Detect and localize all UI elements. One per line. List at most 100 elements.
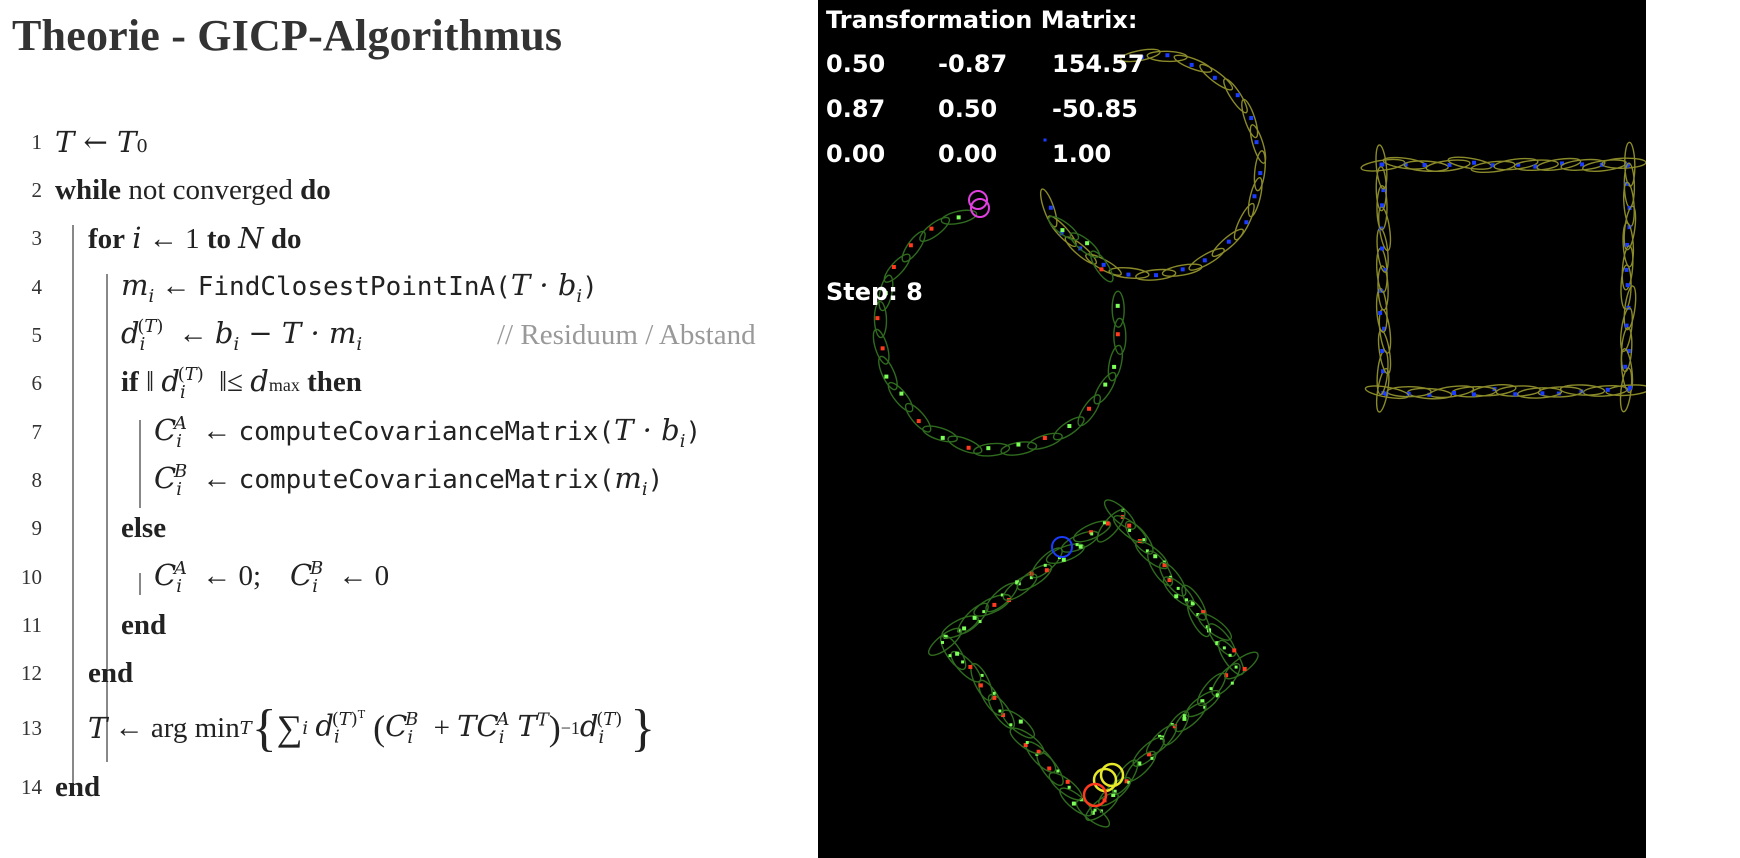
reference-point [1471, 392, 1476, 397]
source-point [1201, 610, 1206, 615]
matrix-cell: 0.00 [938, 140, 998, 168]
point-cloud-canvas [872, 48, 1646, 828]
source-point [875, 316, 880, 321]
covariance-ellipse [1111, 290, 1125, 328]
keyword-then: then [307, 365, 362, 398]
source-point [943, 634, 948, 639]
highlight-ring [968, 190, 988, 210]
source-point [1158, 734, 1162, 738]
covariance-ellipse [1217, 639, 1245, 676]
source-point [916, 419, 921, 424]
covariance-ellipse [1075, 799, 1111, 828]
covariance-ellipse [904, 402, 932, 433]
covariance-ellipse [901, 230, 926, 263]
source-point [1174, 594, 1179, 599]
reference-point [1624, 267, 1629, 272]
covariance-ellipse [887, 381, 914, 413]
source-point [1147, 752, 1152, 757]
line-number: 11 [21, 612, 42, 637]
source-point [1234, 665, 1238, 669]
reference-point [1378, 311, 1383, 316]
covariance-ellipse [1620, 348, 1634, 394]
source-point [1142, 538, 1146, 542]
covariance-ellipse [1045, 543, 1085, 565]
source-point [1112, 364, 1117, 369]
keyword-to: to [206, 222, 231, 255]
source-point [1153, 554, 1158, 559]
covariance-ellipse [1059, 787, 1093, 817]
matrix-cell: 0.87 [826, 95, 886, 123]
source-point [908, 243, 913, 248]
covariance-ellipse [1108, 266, 1150, 279]
algo-line-12: 12 end [0, 649, 820, 697]
reference-point [1605, 387, 1610, 392]
covariance-ellipse [1173, 54, 1213, 73]
covariance-ellipse [1253, 150, 1266, 192]
line-number: 1 [31, 129, 43, 154]
reference-point [1154, 273, 1159, 278]
source-point [1162, 563, 1167, 568]
source-point [1103, 382, 1108, 387]
source-point [1061, 557, 1066, 562]
source-point [1222, 646, 1226, 650]
algo-line-9: 9 else [0, 504, 820, 552]
reference-point [1624, 181, 1629, 186]
algo-line-11: 11 end [0, 601, 820, 649]
covariance-ellipse [978, 679, 1004, 716]
covariance-ellipse [1002, 573, 1038, 601]
source-point [1015, 580, 1020, 585]
reference-point [1625, 283, 1630, 288]
reference-point [1406, 391, 1411, 396]
covariance-ellipse [1605, 384, 1646, 397]
source-point [1025, 741, 1029, 745]
covariance-ellipse [1377, 265, 1389, 311]
source-point [968, 664, 973, 669]
function-compute-cov-a: computeCovarianceMatrix [238, 416, 599, 447]
covariance-ellipse [1211, 662, 1241, 697]
reference-point [1384, 391, 1389, 396]
reference-point [1043, 138, 1047, 142]
covariance-ellipse [940, 209, 978, 225]
reference-point [1048, 205, 1053, 210]
source-point [1203, 705, 1207, 709]
covariance-ellipse [947, 435, 983, 455]
covariance-ellipse [927, 627, 963, 656]
keyword-end: end [121, 608, 167, 641]
source-point [992, 602, 997, 607]
highlight-ring [1099, 762, 1125, 788]
line-number: 5 [31, 322, 43, 347]
source-point [1176, 586, 1180, 590]
reference-point [1451, 390, 1456, 395]
keyword-else: else [121, 511, 167, 544]
reference-point [1101, 262, 1106, 267]
matrix-title: Transformation Matrix: [826, 6, 1138, 34]
source-point [1182, 714, 1186, 718]
matrix-cell: 0.50 [826, 50, 886, 78]
line-number: 10 [21, 564, 42, 589]
algo-line-10: 10 CiA ← 0; CiB ← 0 [0, 553, 820, 601]
covariance-ellipse [1621, 245, 1634, 291]
source-point [948, 654, 952, 658]
source-point [1242, 666, 1247, 671]
function-compute-cov-b: computeCovarianceMatrix [238, 464, 599, 495]
source-point [992, 691, 996, 695]
covariance-ellipse [1072, 520, 1112, 543]
gicp-visualization: Transformation Matrix: 0.50 -0.87 154.57… [818, 0, 1646, 858]
source-point [998, 709, 1002, 713]
source-point [1115, 332, 1120, 337]
covariance-ellipse [1623, 205, 1637, 251]
covariance-ellipse [1199, 63, 1234, 91]
source-point [1115, 303, 1120, 308]
covariance-ellipse [1107, 344, 1124, 382]
source-point [961, 660, 965, 664]
source-point [986, 446, 991, 451]
keyword-do: do [270, 222, 302, 255]
keyword-do: do [300, 173, 331, 206]
covariance-ellipse [1536, 157, 1582, 172]
source-point [1209, 687, 1213, 691]
source-point [1067, 785, 1071, 789]
source-point [1196, 613, 1200, 617]
covariance-ellipse [878, 274, 894, 312]
for-block-bar [72, 225, 74, 795]
source-point [1172, 724, 1177, 729]
